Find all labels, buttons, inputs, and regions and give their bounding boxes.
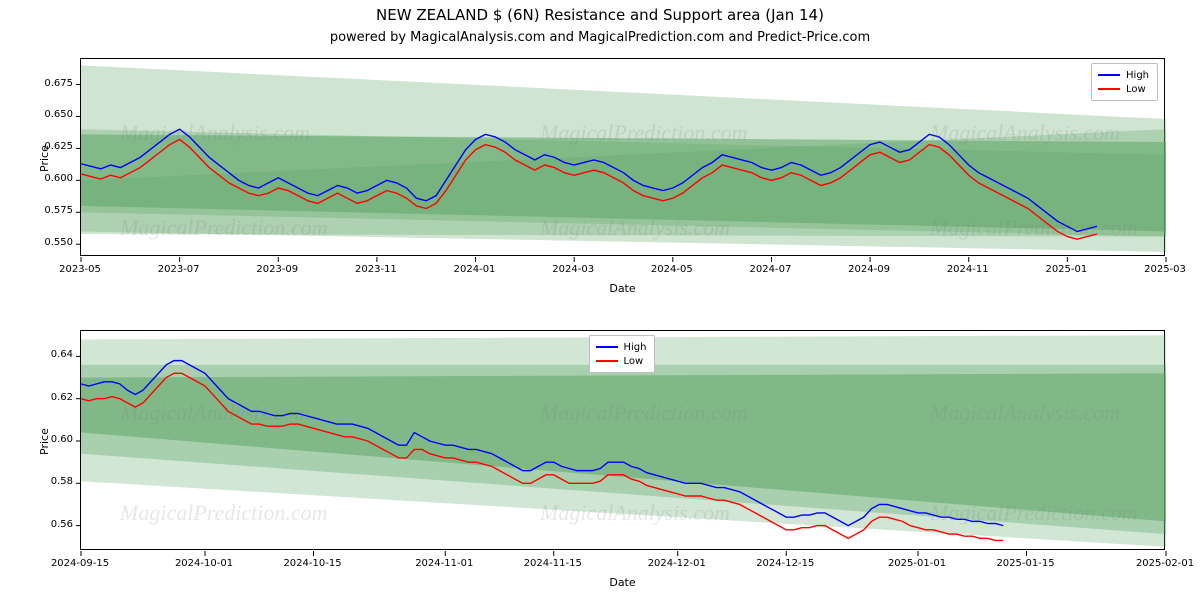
xtick-label: 2024-10-01: [175, 558, 233, 569]
top-chart-legend: HighLow: [1091, 63, 1158, 101]
xtick-label: 2023-09: [256, 264, 298, 275]
xtick-label: 2025-01-01: [888, 558, 946, 569]
figure: NEW ZEALAND $ (6N) Resistance and Suppor…: [0, 0, 1200, 600]
xtick-label: 2023-11: [355, 264, 397, 275]
chart-title: NEW ZEALAND $ (6N) Resistance and Suppor…: [0, 6, 1200, 24]
top-chart-xlabel: Date: [80, 282, 1165, 295]
xtick-label: 2024-07: [750, 264, 792, 275]
xtick-label: 2024-11-01: [415, 558, 473, 569]
xtick-label: 2024-11: [947, 264, 989, 275]
xtick-label: 2024-09-15: [51, 558, 109, 569]
xtick-label: 2025-03: [1144, 264, 1186, 275]
ytick-label: 0.650: [28, 109, 73, 120]
xtick-label: 2023-07: [158, 264, 200, 275]
ytick-label: 0.60: [28, 434, 73, 445]
xtick-label: 2023-05: [59, 264, 101, 275]
ytick-label: 0.56: [28, 519, 73, 530]
xtick-label: 2024-01: [454, 264, 496, 275]
legend-item: High: [1098, 68, 1149, 82]
ytick-label: 0.675: [28, 78, 73, 89]
xtick-label: 2025-01: [1045, 264, 1087, 275]
xtick-label: 2025-01-15: [996, 558, 1054, 569]
xtick-label: 2024-12-01: [648, 558, 706, 569]
xtick-label: 2024-05: [651, 264, 693, 275]
chart-subtitle: powered by MagicalAnalysis.com and Magic…: [0, 30, 1200, 45]
ytick-label: 0.62: [28, 392, 73, 403]
xtick-label: 2024-03: [552, 264, 594, 275]
legend-item: High: [596, 340, 647, 354]
bottom-chart-xlabel: Date: [80, 576, 1165, 589]
ytick-label: 0.58: [28, 476, 73, 487]
ytick-label: 0.575: [28, 205, 73, 216]
ytick-label: 0.64: [28, 349, 73, 360]
ytick-label: 0.625: [28, 141, 73, 152]
xtick-label: 2024-12-15: [756, 558, 814, 569]
ytick-label: 0.550: [28, 237, 73, 248]
legend-item: Low: [1098, 82, 1149, 96]
xtick-label: 2024-11-15: [524, 558, 582, 569]
ytick-label: 0.600: [28, 173, 73, 184]
bottom-chart-legend: HighLow: [589, 335, 656, 373]
xtick-label: 2024-09: [848, 264, 890, 275]
top-chart-axes: HighLow: [80, 58, 1165, 256]
xtick-label: 2024-10-15: [283, 558, 341, 569]
bottom-chart-axes: HighLow: [80, 330, 1165, 550]
xtick-label: 2025-02-01: [1136, 558, 1194, 569]
legend-item: Low: [596, 354, 647, 368]
